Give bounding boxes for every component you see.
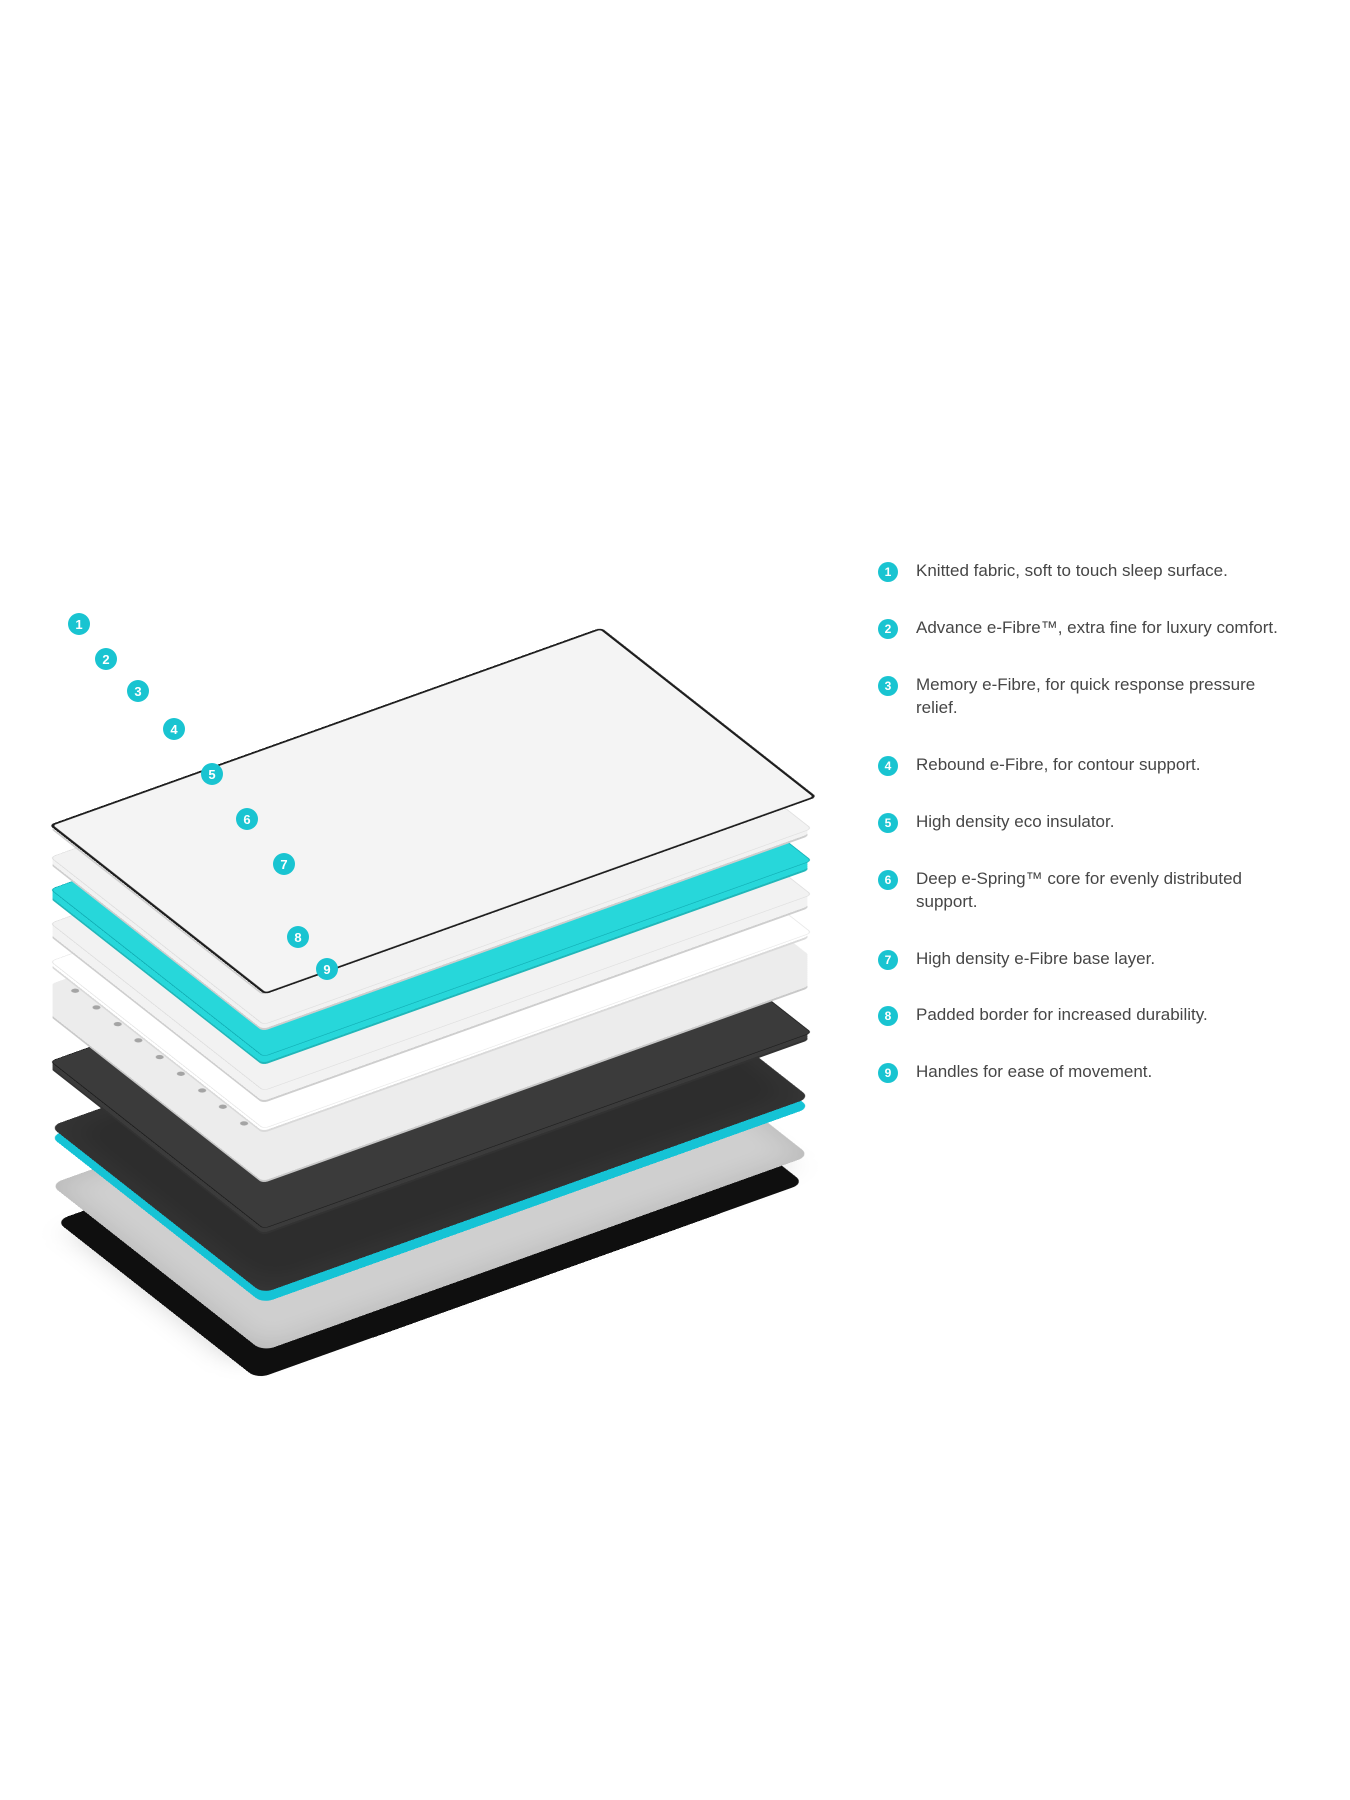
- legend-item: 8 Padded border for increased durability.: [878, 1004, 1278, 1027]
- legend-item: 1 Knitted fabric, soft to touch sleep sur…: [878, 560, 1278, 583]
- legend-badge: 6: [878, 870, 898, 890]
- legend-badge: 3: [878, 676, 898, 696]
- legend-badge: 7: [878, 950, 898, 970]
- legend-badge: 9: [878, 1063, 898, 1083]
- diagram-marker-5: 5: [201, 763, 223, 785]
- legend-text: Knitted fabric, soft to touch sleep surf…: [916, 560, 1228, 583]
- exploded-diagram: [55, 580, 875, 1220]
- legend-text: High density e-Fibre base layer.: [916, 948, 1155, 971]
- legend-item: 5 High density eco insulator.: [878, 811, 1278, 834]
- diagram-marker-9: 9: [316, 958, 338, 980]
- legend-badge: 5: [878, 813, 898, 833]
- legend-text: Advance e-Fibre™, extra fine for luxury …: [916, 617, 1278, 640]
- legend-badge: 2: [878, 619, 898, 639]
- legend-badge: 4: [878, 756, 898, 776]
- legend-item: 9 Handles for ease of movement.: [878, 1061, 1278, 1084]
- diagram-marker-6: 6: [236, 808, 258, 830]
- legend-item: 7 High density e-Fibre base layer.: [878, 948, 1278, 971]
- legend-item: 4 Rebound e-Fibre, for contour support.: [878, 754, 1278, 777]
- diagram-marker-2: 2: [95, 648, 117, 670]
- legend-item: 6 Deep e-Spring™ core for evenly distribu…: [878, 868, 1278, 914]
- legend-text: Deep e-Spring™ core for evenly distribut…: [916, 868, 1278, 914]
- legend-text: Rebound e-Fibre, for contour support.: [916, 754, 1200, 777]
- diagram-marker-3: 3: [127, 680, 149, 702]
- legend-item: 2 Advance e-Fibre™, extra fine for luxury…: [878, 617, 1278, 640]
- diagram-marker-1: 1: [68, 613, 90, 635]
- legend-text: Memory e-Fibre, for quick response press…: [916, 674, 1278, 720]
- legend-text: Padded border for increased durability.: [916, 1004, 1208, 1027]
- legend: 1 Knitted fabric, soft to touch sleep sur…: [878, 560, 1278, 1118]
- diagram-marker-7: 7: [273, 853, 295, 875]
- legend-badge: 1: [878, 562, 898, 582]
- legend-item: 3 Memory e-Fibre, for quick response pres…: [878, 674, 1278, 720]
- legend-text: Handles for ease of movement.: [916, 1061, 1152, 1084]
- legend-text: High density eco insulator.: [916, 811, 1114, 834]
- legend-badge: 8: [878, 1006, 898, 1026]
- diagram-marker-8: 8: [287, 926, 309, 948]
- diagram-marker-4: 4: [163, 718, 185, 740]
